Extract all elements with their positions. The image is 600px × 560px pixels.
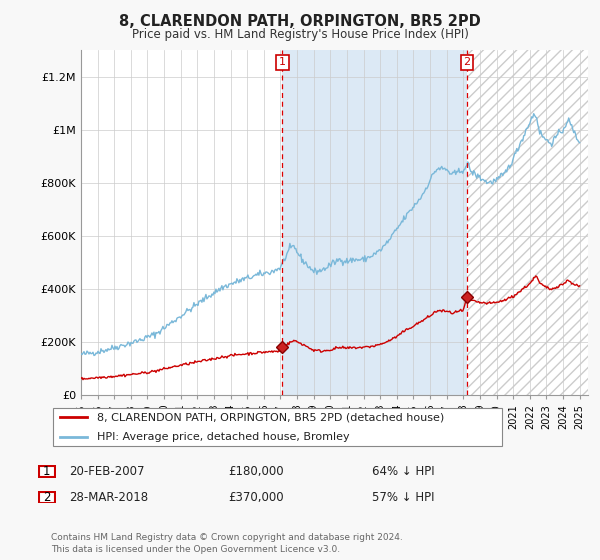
Text: 2: 2 [464, 57, 471, 67]
Text: 1: 1 [279, 57, 286, 67]
Text: 8, CLARENDON PATH, ORPINGTON, BR5 2PD: 8, CLARENDON PATH, ORPINGTON, BR5 2PD [119, 14, 481, 29]
Text: 8, CLARENDON PATH, ORPINGTON, BR5 2PD (detached house): 8, CLARENDON PATH, ORPINGTON, BR5 2PD (d… [97, 412, 444, 422]
Text: Price paid vs. HM Land Registry's House Price Index (HPI): Price paid vs. HM Land Registry's House … [131, 28, 469, 41]
FancyBboxPatch shape [38, 492, 55, 503]
Bar [283, 50, 467, 395]
Text: 64% ↓ HPI: 64% ↓ HPI [372, 465, 434, 478]
Text: HPI: Average price, detached house, Bromley: HPI: Average price, detached house, Brom… [97, 432, 349, 442]
Text: 2: 2 [43, 491, 50, 504]
Text: 1: 1 [43, 465, 50, 478]
Text: 28-MAR-2018: 28-MAR-2018 [69, 491, 148, 504]
Text: Contains HM Land Registry data © Crown copyright and database right 2024.
This d: Contains HM Land Registry data © Crown c… [51, 533, 403, 554]
Text: 57% ↓ HPI: 57% ↓ HPI [372, 491, 434, 504]
Bar [467, 50, 588, 395]
Text: £180,000: £180,000 [228, 465, 284, 478]
FancyBboxPatch shape [38, 466, 55, 477]
Text: 20-FEB-2007: 20-FEB-2007 [69, 465, 145, 478]
Bar [467, 50, 588, 395]
Text: £370,000: £370,000 [228, 491, 284, 504]
FancyBboxPatch shape [53, 408, 502, 446]
